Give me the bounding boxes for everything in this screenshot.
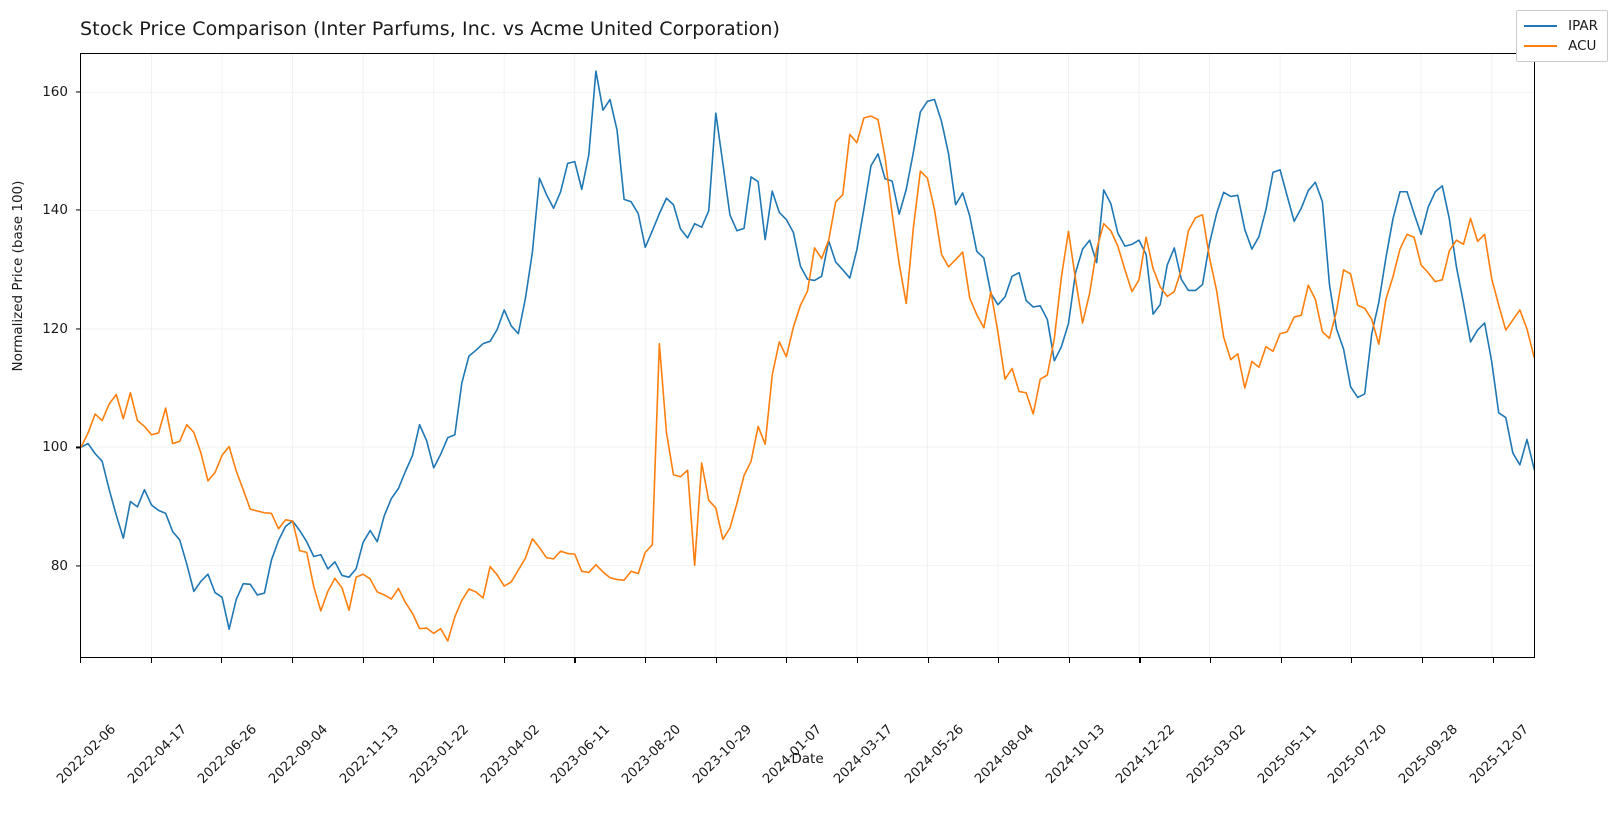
- x-tick-label: 2025-07-20: [1325, 722, 1391, 787]
- x-tick-mark: [715, 658, 717, 663]
- y-tick-label: 140: [42, 202, 68, 219]
- x-tick-label: 2024-01-07: [760, 722, 826, 787]
- y-tick-label: 160: [42, 83, 68, 100]
- grid-lines: [81, 54, 1534, 657]
- x-tick-mark: [1139, 658, 1141, 663]
- x-tick-label: 2023-06-11: [548, 722, 614, 787]
- legend-swatch-acu-icon: [1524, 45, 1558, 47]
- x-tick-mark: [1210, 658, 1212, 663]
- y-tick-mark: [75, 91, 80, 93]
- x-tick-label: 2022-09-04: [266, 722, 331, 787]
- x-tick-mark: [856, 658, 859, 663]
- x-tick-mark: [998, 658, 1000, 663]
- x-tick-mark: [150, 658, 152, 663]
- plot-area: [80, 53, 1535, 658]
- chart-title: Stock Price Comparison (Inter Parfums, I…: [80, 18, 781, 40]
- x-tick-mark: [80, 658, 82, 663]
- x-tick-mark: [1351, 658, 1353, 663]
- legend-item-acu[interactable]: ACU: [1524, 36, 1598, 56]
- x-tick-label: 2024-08-04: [972, 722, 1038, 787]
- x-tick-label: 2022-11-13: [336, 722, 402, 787]
- legend-label: ACU: [1568, 38, 1597, 54]
- x-tick-mark: [645, 658, 647, 663]
- x-tick-label: 2025-05-11: [1254, 722, 1320, 787]
- x-tick-label: 2024-10-13: [1043, 722, 1108, 787]
- x-tick-label: 2023-04-02: [478, 722, 543, 787]
- x-tick-label: 2022-06-26: [195, 722, 261, 787]
- x-tick-mark: [1421, 658, 1424, 663]
- y-tick-label: 120: [42, 320, 68, 337]
- x-tick-label: 2022-02-06: [54, 722, 120, 787]
- x-tick-label: 2024-12-22: [1113, 722, 1179, 787]
- legend-label: IPAR: [1568, 18, 1598, 34]
- x-tick-label: 2023-10-29: [689, 722, 755, 787]
- x-tick-mark: [221, 658, 223, 663]
- x-tick-label: 2025-03-02: [1184, 722, 1250, 787]
- series-line-acu: [81, 115, 1534, 642]
- y-axis-label: Normalized Price (base 100): [10, 180, 26, 372]
- legend-item-ipar[interactable]: IPAR: [1524, 16, 1598, 36]
- chart-legend[interactable]: IPAR ACU: [1516, 10, 1608, 62]
- x-tick-mark: [1280, 658, 1282, 663]
- y-tick-label: 100: [42, 439, 68, 456]
- x-tick-label: 2023-01-22: [407, 722, 473, 787]
- x-tick-mark: [291, 658, 293, 663]
- y-tick-mark: [75, 209, 80, 211]
- x-tick-label: 2022-04-17: [124, 722, 190, 787]
- x-tick-mark: [433, 658, 435, 663]
- x-tick-mark: [786, 658, 788, 663]
- x-tick-label: 2024-03-17: [831, 722, 896, 787]
- x-tick-mark: [574, 658, 576, 663]
- x-axis-label: Date: [791, 751, 824, 767]
- x-tick-mark: [1492, 658, 1494, 663]
- x-tick-mark: [927, 658, 929, 663]
- x-tick-mark: [503, 658, 505, 663]
- x-tick-mark: [1068, 658, 1070, 663]
- y-tick-mark: [75, 565, 80, 567]
- x-tick-label: 2025-12-07: [1466, 722, 1532, 787]
- x-tick-label: 2025-09-28: [1396, 722, 1462, 787]
- x-tick-label: 2023-08-20: [619, 722, 685, 787]
- x-tick-label: 2024-05-26: [901, 722, 967, 787]
- y-tick-label: 80: [50, 558, 68, 575]
- legend-swatch-ipar-icon: [1524, 25, 1558, 27]
- data-series-layer: [81, 70, 1534, 642]
- x-tick-mark: [362, 658, 364, 663]
- series-line-ipar: [81, 70, 1534, 631]
- y-tick-mark: [75, 446, 80, 448]
- y-tick-mark: [75, 328, 80, 330]
